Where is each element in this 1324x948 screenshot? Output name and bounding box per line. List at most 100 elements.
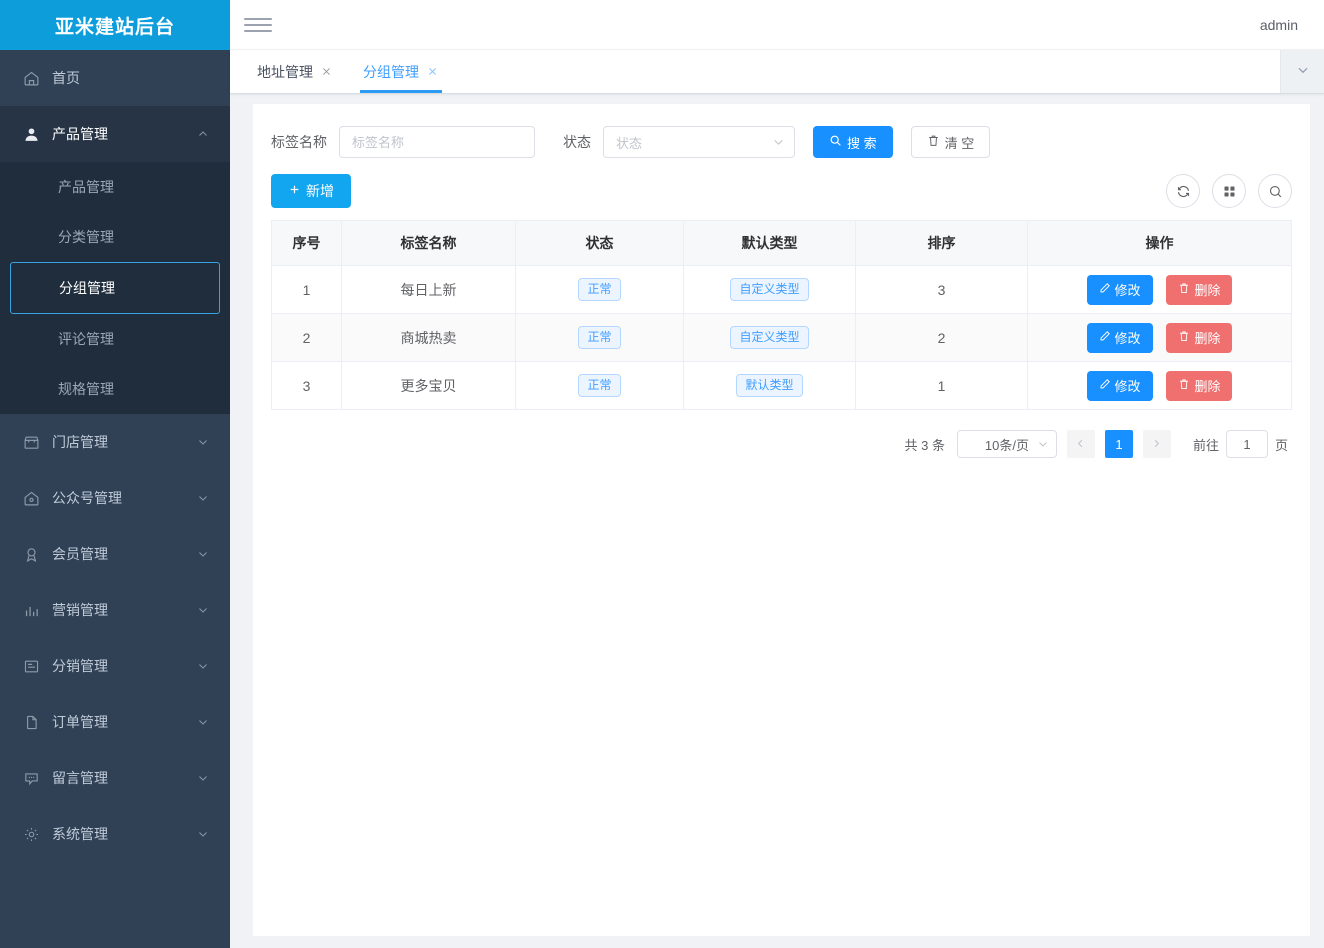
cell-sort: 2 — [855, 313, 1028, 362]
sidebar-item-label: 产品管理 — [52, 126, 108, 142]
cell-index: 1 — [271, 265, 342, 314]
add-button-label: 新增 — [306, 183, 334, 199]
status-label: 状态 — [563, 134, 591, 150]
hamburger-icon[interactable] — [244, 11, 272, 39]
table-row[interactable]: 2 商城热卖 正常 自定义类型 2 — [271, 313, 1292, 362]
search-button[interactable]: 搜 索 — [813, 126, 893, 158]
tab-group-manage[interactable]: 分组管理 — [348, 50, 454, 93]
sidebar-subitem-label: 分组管理 — [59, 280, 115, 296]
cell-name: 更多宝贝 — [341, 361, 516, 410]
grid-icon[interactable] — [1212, 174, 1246, 208]
cell-name: 商城热卖 — [341, 313, 516, 362]
sidebar-item-order[interactable]: 订单管理 — [0, 694, 230, 750]
pagination-jumper: 前往 页 — [1193, 430, 1288, 458]
edit-button[interactable]: 修改 — [1086, 274, 1153, 305]
pagination-page-1[interactable]: 1 — [1104, 430, 1133, 458]
clear-button[interactable]: 清 空 — [910, 126, 991, 158]
document-icon — [20, 711, 42, 733]
chevron-down-icon — [196, 827, 210, 841]
close-icon[interactable] — [426, 65, 439, 78]
cell-sort: 1 — [855, 361, 1028, 410]
delete-button-label: 删除 — [1194, 283, 1221, 298]
hamburger-bar — [244, 29, 272, 32]
sidebar-subitem-comment-manage[interactable]: 评论管理 — [0, 314, 230, 364]
cell-type: 自定义类型 — [683, 265, 856, 314]
jump-page-input[interactable] — [1225, 430, 1268, 458]
sidebar-item-store[interactable]: 门店管理 — [0, 414, 230, 470]
tab-dropdown-button[interactable] — [1280, 50, 1324, 93]
sidebar-item-distribution[interactable]: 分销管理 — [0, 638, 230, 694]
status-badge: 正常 — [578, 374, 621, 397]
table-head: 序号 标签名称 状态 默认类型 排序 操作 — [271, 220, 1292, 266]
sidebar-subitem-category-manage[interactable]: 分类管理 — [0, 212, 230, 262]
chevron-down-icon — [772, 136, 785, 149]
sidebar-subitem-group-manage[interactable]: 分组管理 — [10, 262, 220, 314]
sidebar-subitem-product-manage[interactable]: 产品管理 — [0, 162, 230, 212]
delete-button[interactable]: 删除 — [1166, 322, 1233, 353]
sidebar-submenu-product: 产品管理 分类管理 分组管理 评论管理 规格管理 — [0, 162, 230, 414]
gear-icon — [20, 823, 42, 845]
close-icon[interactable] — [320, 65, 333, 78]
chevron-down-icon — [196, 715, 210, 729]
chevron-down-icon — [196, 435, 210, 449]
tag-name-label: 标签名称 — [271, 134, 327, 150]
admin-username[interactable]: admin — [1259, 16, 1298, 33]
sidebar-subitem-label: 规格管理 — [58, 381, 114, 397]
pencil-icon — [1099, 330, 1111, 345]
tab-address-manage[interactable]: 地址管理 — [242, 50, 348, 93]
type-badge: 自定义类型 — [730, 326, 809, 349]
sidebar-item-label: 首页 — [52, 70, 80, 86]
table-row[interactable]: 1 每日上新 正常 自定义类型 3 — [271, 265, 1292, 314]
tag-name-input[interactable] — [339, 126, 535, 158]
sidebar-item-label: 系统管理 — [52, 826, 108, 842]
sidebar-item-product[interactable]: 产品管理 — [0, 106, 230, 162]
add-button[interactable]: 新增 — [271, 174, 351, 208]
sidebar-item-home[interactable]: 首页 — [0, 50, 230, 106]
sidebar-item-label: 留言管理 — [52, 770, 108, 786]
house-icon — [20, 487, 42, 509]
status-select-value: 状态 — [616, 135, 643, 151]
chevron-down-icon — [196, 491, 210, 505]
status-badge: 正常 — [578, 278, 621, 301]
page-size-select[interactable]: 10条/页 — [956, 430, 1057, 458]
delete-button[interactable]: 删除 — [1166, 370, 1233, 401]
sidebar-subitem-spec-manage[interactable]: 规格管理 — [0, 364, 230, 414]
logo-title: 亚米建站后台 — [0, 0, 230, 50]
plus-icon — [288, 183, 301, 199]
table-row[interactable]: 3 更多宝贝 正常 默认类型 1 — [271, 361, 1292, 410]
search-toggle-icon[interactable] — [1258, 174, 1292, 208]
sidebar-item-official-account[interactable]: 公众号管理 — [0, 470, 230, 526]
sidebar-item-marketing[interactable]: 营销管理 — [0, 582, 230, 638]
status-select[interactable]: 状态 — [603, 126, 795, 158]
edit-button-label: 修改 — [1114, 283, 1141, 298]
content-card: 标签名称 状态 状态 搜 索 — [253, 104, 1310, 936]
cell-type: 自定义类型 — [683, 313, 856, 362]
chart-icon — [20, 599, 42, 621]
cell-status: 正常 — [515, 313, 684, 362]
sidebar: 亚米建站后台 首页 产品管理 — [0, 0, 230, 948]
edit-button[interactable]: 修改 — [1086, 370, 1153, 401]
sidebar-item-member[interactable]: 会员管理 — [0, 526, 230, 582]
cell-status: 正常 — [515, 361, 684, 410]
pagination-next-button[interactable] — [1142, 430, 1171, 458]
search-button-label: 搜 索 — [847, 135, 877, 151]
refresh-icon[interactable] — [1166, 174, 1200, 208]
column-header-index: 序号 — [271, 220, 342, 266]
cell-index: 3 — [271, 361, 342, 410]
filter-form: 标签名称 状态 状态 搜 索 — [271, 126, 1292, 158]
top-navbar: admin — [230, 0, 1324, 50]
column-header-status: 状态 — [515, 220, 684, 266]
jump-suffix-label: 页 — [1274, 437, 1288, 453]
pencil-icon — [1099, 282, 1111, 297]
sidebar-item-message[interactable]: 留言管理 — [0, 750, 230, 806]
delete-button-label: 删除 — [1194, 379, 1221, 394]
main-area: admin 地址管理 分组管理 — [230, 0, 1324, 948]
delete-button-label: 删除 — [1194, 331, 1221, 346]
pagination-prev-button[interactable] — [1066, 430, 1095, 458]
sidebar-item-system[interactable]: 系统管理 — [0, 806, 230, 862]
chevron-down-icon — [196, 771, 210, 785]
edit-button[interactable]: 修改 — [1086, 322, 1153, 353]
search-icon — [829, 134, 842, 150]
board-icon — [20, 655, 42, 677]
delete-button[interactable]: 删除 — [1166, 274, 1233, 305]
